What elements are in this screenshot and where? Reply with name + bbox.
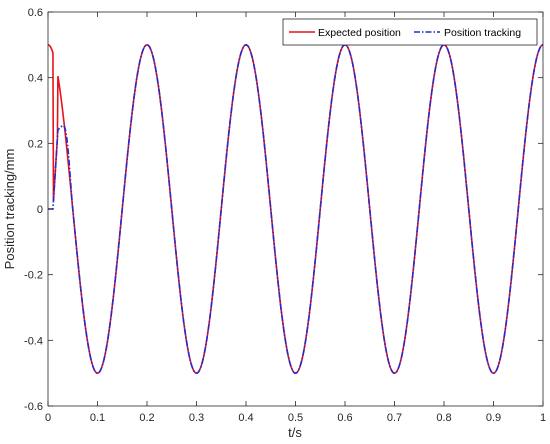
y-tick-label: 0.2 <box>28 138 43 150</box>
y-tick-label: 0 <box>37 204 43 216</box>
legend: Expected position Position tracking <box>282 18 538 46</box>
legend-label-expected: Expected position <box>318 27 401 39</box>
x-tick-label: 1 <box>540 412 546 424</box>
x-tick-label: 0.4 <box>238 412 253 424</box>
x-tick-label: 0.8 <box>436 412 451 424</box>
x-tick-label: 0.1 <box>90 412 105 424</box>
y-tick-label: -0.2 <box>24 270 43 282</box>
x-tick-label: 0.3 <box>189 412 204 424</box>
x-tick-label: 0.9 <box>486 412 501 424</box>
x-tick-label: 0.7 <box>387 412 402 424</box>
x-tick-label: 0 <box>45 412 51 424</box>
series-line-position-tracking <box>48 44 544 374</box>
x-axis-title: t/s <box>288 425 302 440</box>
y-tick-label: -0.6 <box>24 401 43 413</box>
x-tick-label: 0.2 <box>139 412 154 424</box>
y-tick-label: 0.4 <box>28 73 43 85</box>
ticks-layer: 0 0.1 0.2 0.3 0.4 0.5 0.6 0.7 0.8 0.9 10.60.40.20-… <box>24 7 546 424</box>
y-tick-label: -0.4 <box>24 335 43 347</box>
series-layer <box>47 44 544 374</box>
x-tick-label: 0.5 <box>288 412 303 424</box>
x-tick-label: 0.6 <box>337 412 352 424</box>
legend-label-tracking: Position tracking <box>444 27 521 39</box>
y-tick-label: 0.6 <box>28 7 43 19</box>
plot-area <box>48 12 543 406</box>
y-axis-title: Position tracking/mm <box>2 149 17 270</box>
legend-box <box>282 18 538 46</box>
